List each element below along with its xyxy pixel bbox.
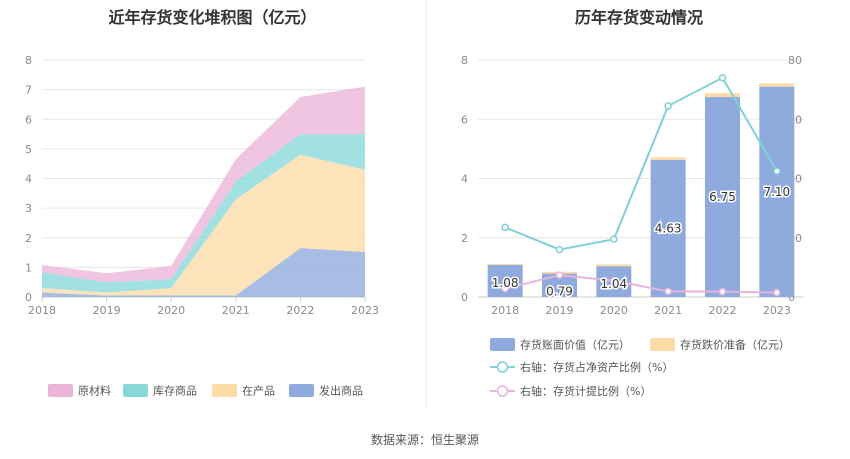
y-left-tick-label: 6: [461, 113, 468, 126]
line-point: [555, 271, 564, 279]
x-tick-label: 2019: [546, 304, 574, 317]
line-point: [718, 74, 727, 82]
bar-data-label: 4.63: [655, 221, 682, 235]
legend-swatch: [212, 384, 237, 397]
bar-data-label: 1.04: [600, 277, 627, 291]
x-tick-label: 2019: [93, 304, 121, 317]
y-right-tick-label: 80: [788, 54, 802, 67]
y-right-tick-label: 0: [788, 291, 795, 304]
line-point: [610, 235, 618, 243]
y-left-tick-label: 0: [461, 291, 468, 304]
bar-data-label: 1.08: [492, 276, 519, 290]
legend-label: 原材料: [78, 384, 111, 398]
line-point: [501, 284, 509, 293]
bar-data-label: 0.79: [546, 285, 573, 299]
x-tick-label: 2020: [600, 304, 628, 317]
data-source-note: 数据来源：恒生聚源: [370, 433, 479, 447]
y-tick-label: 6: [25, 113, 32, 126]
legend-swatch: [289, 384, 314, 397]
bar-impairment: [759, 83, 795, 87]
y-tick-label: 1: [25, 261, 32, 274]
area-series: [42, 248, 365, 297]
line-point: [555, 245, 564, 254]
legend-swatch: [123, 384, 148, 397]
line-point: [501, 223, 509, 232]
legend-marker: [496, 361, 509, 373]
legend-swatch: [48, 384, 73, 397]
legend-label: 右轴：存货占净资产比例（%）: [520, 360, 673, 374]
bar-impairment: [596, 264, 632, 267]
x-tick-label: 2021: [654, 304, 682, 317]
area-series: [42, 86, 365, 283]
area-series: [42, 154, 365, 296]
bar-data-label: 7.10: [763, 185, 790, 199]
bar-data-label: 6.75: [709, 190, 736, 204]
legend-label: 存货账面价值（亿元）: [520, 338, 630, 352]
bar-book-value: [759, 86, 795, 297]
legend-label: 右轴：存货计提比例（%）: [520, 384, 651, 398]
y-left-tick-label: 4: [461, 173, 468, 186]
stacked-area-chart: 0 1 2 3 4 5 6 7 8 2018 2019 2020 2021 2022 2023 原材料 库存商品…: [25, 54, 379, 398]
y-tick-label: 0: [25, 291, 32, 304]
line-ratio-to-net-assets: [504, 76, 778, 251]
y-tick-label: 8: [25, 54, 32, 67]
x-tick-label: 2023: [351, 304, 379, 317]
legend-swatch: [490, 338, 515, 351]
y-tick-label: 2: [25, 232, 32, 245]
panel-divider: [426, 0, 427, 410]
x-tick-label: 2022: [286, 304, 314, 317]
bar-book-value: [705, 97, 740, 297]
x-tick-label: 2022: [709, 304, 737, 317]
y-tick-label: 7: [25, 84, 32, 97]
right-chart-title: 历年存货变动情况: [574, 8, 703, 27]
y-left-tick-label: 8: [461, 54, 468, 67]
bar-impairment: [487, 264, 523, 266]
line-point: [664, 102, 672, 110]
bar-book-value: [650, 159, 686, 297]
y-tick-label: 3: [25, 202, 32, 215]
legend-label: 库存商品: [153, 384, 197, 398]
line-point: [773, 288, 781, 297]
line-point: [773, 167, 781, 175]
y-left-tick-label: 2: [461, 232, 468, 245]
left-chart-title: 近年存货变化堆积图（亿元）: [108, 8, 317, 27]
x-tick-label: 2021: [222, 304, 250, 317]
x-tick-label: 2023: [763, 304, 791, 317]
bar-book-value: [542, 273, 577, 297]
y-tick-label: 5: [25, 143, 32, 156]
x-tick-label: 2020: [157, 304, 185, 317]
legend-marker: [496, 385, 509, 397]
area-series: [42, 134, 365, 293]
bar-line-panel: 历年存货变动情况 0 2 4 6 8 0 20 40 60 80 2018 2019 2020 2021 2…: [428, 0, 850, 410]
stacked-area-panel: 近年存货变化堆积图（亿元） 0 1 2 3 4 5 6 7 8 2018 2019 2020 2021 2…: [0, 0, 425, 410]
line-point: [664, 287, 672, 296]
legend-label: 存货跌价准备（亿元）: [680, 338, 790, 352]
bar-impairment: [705, 93, 740, 98]
y-tick-label: 4: [25, 173, 32, 186]
line-provision-ratio: [504, 274, 777, 294]
legend-label: 在产品: [242, 384, 275, 398]
legend-label: 发出商品: [319, 384, 363, 398]
legend-swatch: [650, 338, 675, 351]
bar-impairment: [650, 157, 686, 160]
line-point: [718, 287, 727, 296]
x-tick-label: 2018: [28, 304, 56, 317]
x-tick-label: 2018: [491, 304, 519, 317]
line-point: [610, 276, 618, 285]
